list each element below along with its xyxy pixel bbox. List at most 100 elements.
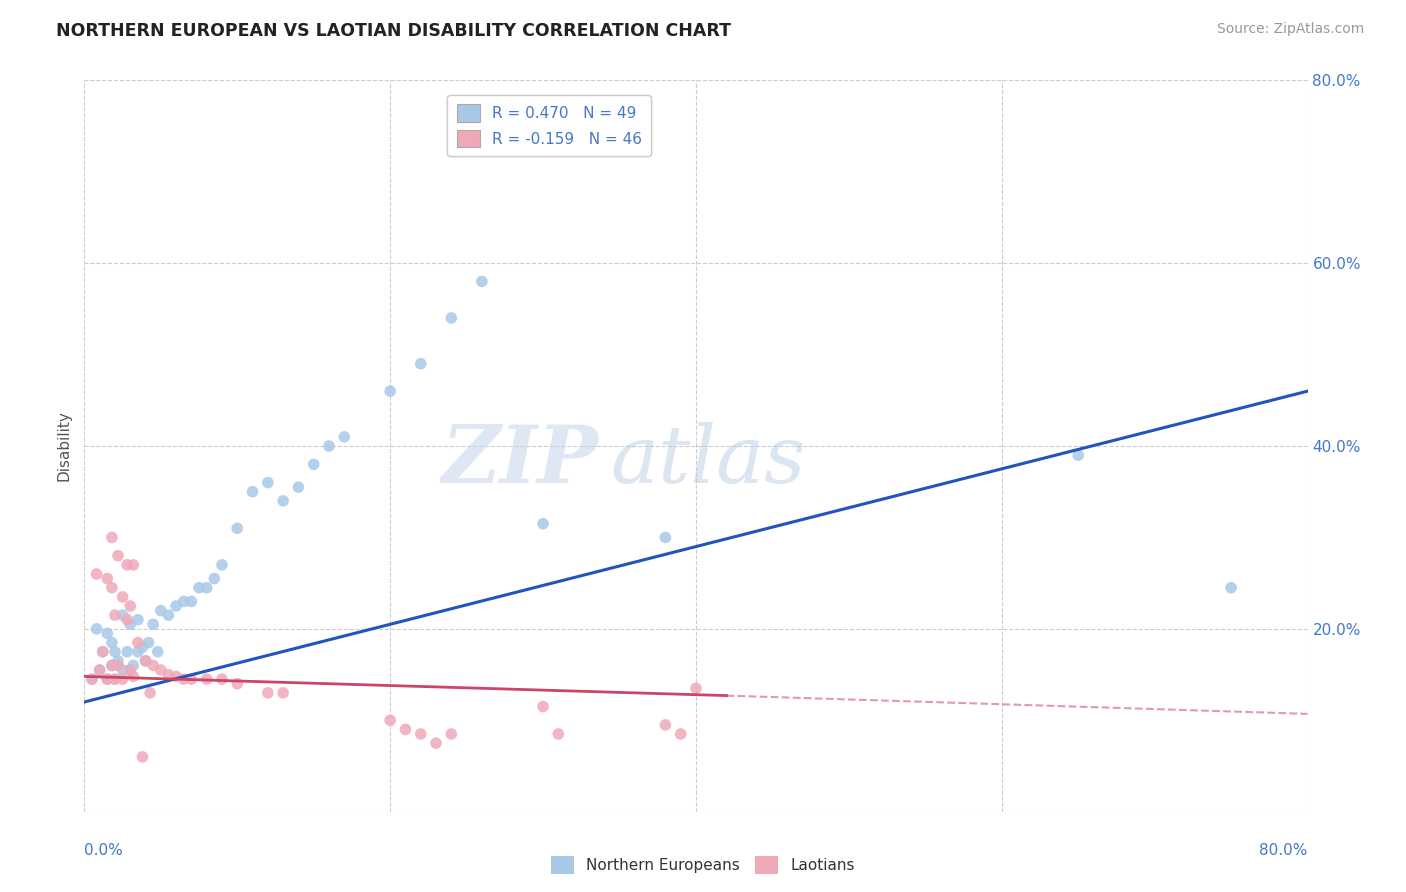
Point: [654, 530, 676, 544]
Point: [96, 626, 118, 640]
Point: [1220, 581, 1243, 595]
Point: [195, 672, 218, 686]
Point: [107, 658, 129, 673]
Point: [425, 736, 447, 750]
Point: [188, 581, 211, 595]
Point: [120, 599, 142, 613]
Point: [96, 572, 118, 586]
Point: [302, 458, 325, 472]
Point: [89, 663, 111, 677]
Point: [173, 594, 195, 608]
Point: [409, 357, 432, 371]
Point: [104, 672, 127, 686]
Point: [139, 686, 162, 700]
Point: [107, 549, 129, 563]
Point: [157, 608, 180, 623]
Text: ZIP: ZIP: [441, 422, 598, 500]
Point: [120, 663, 142, 677]
Point: [131, 749, 153, 764]
Point: [149, 663, 172, 677]
Point: [96, 672, 118, 686]
Point: [440, 727, 463, 741]
Point: [120, 663, 142, 677]
Point: [685, 681, 707, 696]
Point: [380, 384, 402, 399]
Point: [131, 640, 153, 655]
Text: 80.0%: 80.0%: [1260, 843, 1308, 858]
Point: [86, 622, 108, 636]
Point: [107, 654, 129, 668]
Text: atlas: atlas: [610, 422, 806, 500]
Point: [409, 727, 432, 741]
Point: [318, 439, 340, 453]
Point: [96, 672, 118, 686]
Point: [202, 572, 225, 586]
Point: [111, 608, 134, 623]
Text: Source: ZipAtlas.com: Source: ZipAtlas.com: [1216, 22, 1364, 37]
Point: [226, 676, 249, 690]
Point: [271, 686, 294, 700]
Point: [654, 718, 676, 732]
Point: [257, 475, 280, 490]
Point: [104, 608, 127, 623]
Point: [104, 672, 127, 686]
Point: [211, 672, 233, 686]
Point: [101, 658, 124, 673]
Text: 0.0%: 0.0%: [84, 843, 124, 858]
Point: [165, 669, 187, 683]
Point: [146, 645, 169, 659]
Point: [101, 658, 124, 673]
Point: [211, 558, 233, 572]
Point: [531, 699, 554, 714]
Point: [287, 480, 309, 494]
Point: [242, 484, 264, 499]
Legend: R = 0.470   N = 49, R = -0.159   N = 46: R = 0.470 N = 49, R = -0.159 N = 46: [447, 95, 651, 156]
Point: [440, 311, 463, 326]
Point: [195, 581, 218, 595]
Point: [101, 635, 124, 649]
Point: [80, 672, 103, 686]
Point: [394, 723, 416, 737]
Point: [127, 613, 149, 627]
Point: [80, 672, 103, 686]
Point: [135, 654, 157, 668]
Point: [135, 654, 157, 668]
Point: [226, 521, 249, 535]
Point: [122, 658, 145, 673]
Point: [111, 663, 134, 677]
Y-axis label: Disability: Disability: [56, 410, 72, 482]
Point: [115, 613, 138, 627]
Point: [380, 714, 402, 728]
Point: [271, 493, 294, 508]
Point: [122, 669, 145, 683]
Point: [669, 727, 692, 741]
Point: [547, 727, 569, 741]
Point: [86, 567, 108, 582]
Point: [1067, 448, 1090, 462]
Legend: Northern Europeans, Laotians: Northern Europeans, Laotians: [546, 850, 860, 880]
Point: [111, 672, 134, 686]
Point: [101, 581, 124, 595]
Point: [127, 645, 149, 659]
Point: [142, 658, 165, 673]
Point: [104, 645, 127, 659]
Point: [157, 667, 180, 681]
Point: [91, 645, 114, 659]
Text: NORTHERN EUROPEAN VS LAOTIAN DISABILITY CORRELATION CHART: NORTHERN EUROPEAN VS LAOTIAN DISABILITY …: [56, 22, 731, 40]
Point: [333, 430, 356, 444]
Point: [138, 635, 160, 649]
Point: [89, 663, 111, 677]
Point: [142, 617, 165, 632]
Point: [111, 590, 134, 604]
Point: [91, 645, 114, 659]
Point: [165, 599, 187, 613]
Point: [531, 516, 554, 531]
Point: [115, 645, 138, 659]
Point: [115, 558, 138, 572]
Point: [149, 603, 172, 617]
Point: [127, 635, 149, 649]
Point: [173, 672, 195, 686]
Point: [101, 530, 124, 544]
Point: [180, 672, 202, 686]
Point: [180, 594, 202, 608]
